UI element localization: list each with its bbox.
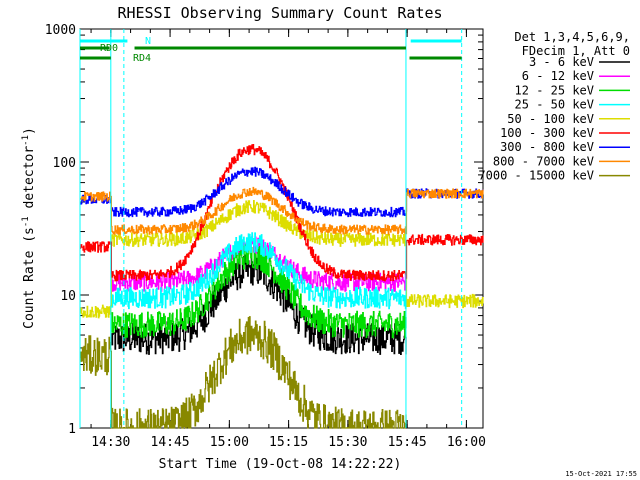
y-tick-label: 10 [60, 289, 76, 304]
series-line-100-300keV [80, 144, 484, 282]
x-tick-label: 15:00 [210, 435, 249, 450]
x-axis-label: Start Time (19-Oct-08 14:22:22) [159, 457, 402, 472]
legend-entry-label: 100 - 300 keV [500, 126, 594, 140]
series-line-25-50keV [111, 232, 407, 310]
flag-label-n: N [145, 36, 151, 47]
legend-entry-label: 6 - 12 keV [522, 69, 594, 83]
y-axis-label: Count Rate (s-1 detector-1) [21, 127, 37, 329]
legend-entry-label: 50 - 100 keV [507, 112, 594, 126]
x-tick-label: 15:30 [328, 435, 367, 450]
series-line-7000-15000keV [80, 316, 407, 429]
chart-title: RHESSI Observing Summary Count Rates [117, 4, 442, 22]
flag-label-rd0: RD0 [100, 43, 118, 54]
legend-entry-label: 800 - 7000 keV [493, 154, 594, 168]
legend-entry-label: 7000 - 15000 keV [478, 169, 594, 183]
footer-timestamp: 15-Oct-2021 17:55 [565, 470, 637, 478]
x-tick-label: 15:45 [388, 435, 427, 450]
x-tick-label: 15:15 [269, 435, 308, 450]
y-tick-label: 1000 [45, 23, 76, 38]
x-tick-label: 14:30 [91, 435, 130, 450]
legend-header: FDecim 1, Att 0 [522, 44, 630, 58]
y-tick-label: 1 [68, 422, 76, 437]
legend-entry-label: 300 - 800 keV [500, 140, 594, 154]
x-tick-label: 16:00 [447, 435, 486, 450]
series-group [80, 144, 484, 429]
series-line-800-7000keV [80, 186, 484, 235]
y-tick-label: 100 [53, 156, 76, 171]
legend-header: Det 1,3,4,5,6,9, [514, 30, 630, 44]
plot-area: 14:30 14:45 15:00 15:15 15:30 15:45 16:00 1 10 10… [45, 23, 486, 450]
series-line-3-6keV [111, 254, 407, 355]
legend-entry-label: 25 - 50 keV [515, 98, 594, 112]
series-line-50-100keV [80, 200, 484, 319]
legend-entry-label: 12 - 25 keV [515, 83, 594, 97]
series-line-12-25keV [111, 243, 407, 339]
x-tick-label: 14:45 [151, 435, 190, 450]
legend-entry-label: 3 - 6 keV [529, 55, 594, 69]
legend: Det 1,3,4,5,6,9,FDecim 1, Att 03 - 6 keV… [478, 30, 630, 183]
flag-label-rd4: RD4 [133, 53, 151, 64]
